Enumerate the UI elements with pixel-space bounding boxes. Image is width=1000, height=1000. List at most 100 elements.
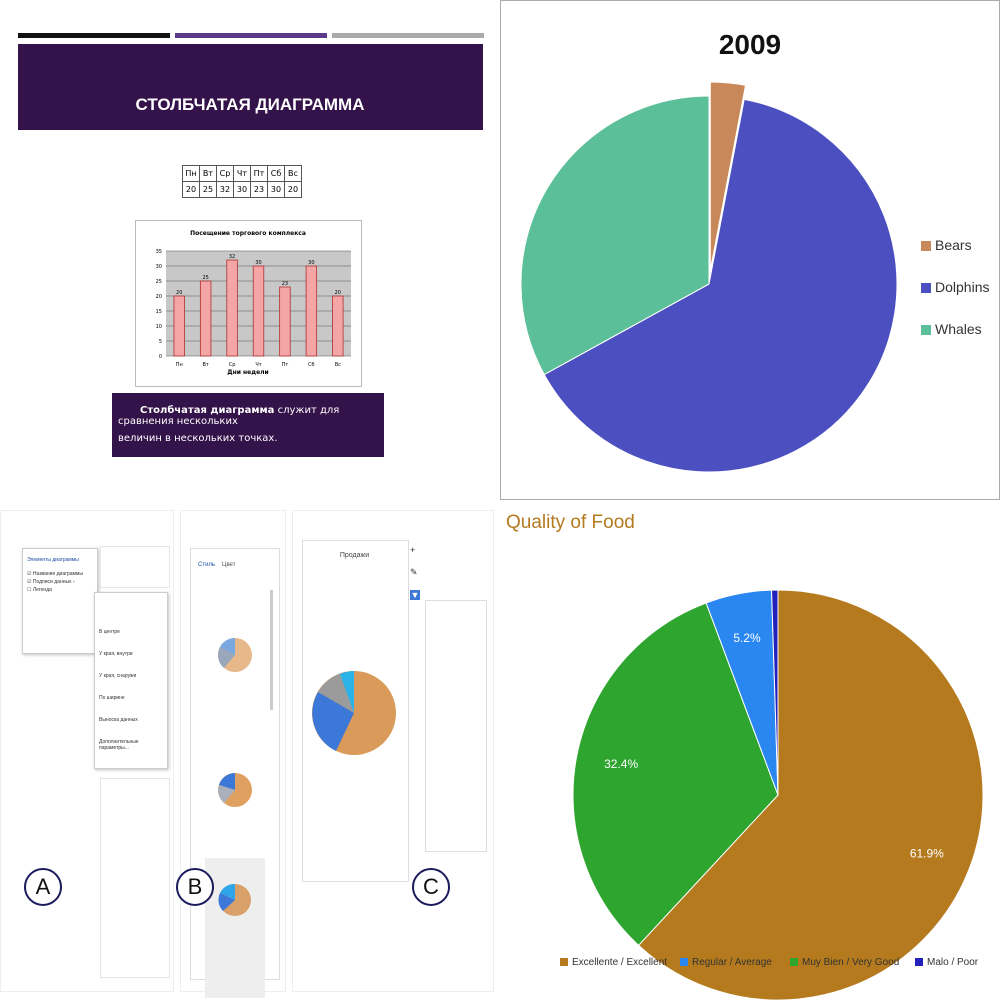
chart-buttons: + ✎ ▼	[410, 545, 420, 625]
table-cell: Чт	[233, 165, 251, 182]
x-tick-label: Пн	[176, 362, 183, 368]
table-cell: Сб	[267, 165, 285, 182]
menu-title: Элементы диаграммы	[27, 557, 79, 563]
label-b: B	[176, 868, 214, 906]
style-thumbnail[interactable]	[217, 638, 252, 672]
filter-icon[interactable]: ▼	[410, 590, 420, 600]
pie-chart-c	[312, 671, 396, 755]
legend-label: Excellente / Excellent	[572, 957, 668, 968]
bar-data-label: 23	[282, 281, 288, 287]
table-cell: 25	[199, 181, 217, 198]
menu-item[interactable]: ☑ Подписи данных ›	[27, 579, 75, 585]
screenshots-panel: Элементы диаграммы ☑ Название диаграммы …	[0, 500, 500, 1000]
bar	[173, 295, 185, 357]
y-tick-label: 25	[156, 279, 162, 285]
legend-item: Malo / Poor	[915, 957, 978, 968]
bar-data-label: 25	[202, 275, 208, 281]
legend-swatch	[921, 241, 931, 252]
table-cell: 20	[284, 181, 302, 198]
style-thumbnail[interactable]	[218, 773, 252, 807]
chart-placeholder-a2	[100, 778, 170, 978]
slide-panel: СТОЛБЧАТАЯ ДИАГРАММА Пн Вт Ср Чт Пт Сб В…	[0, 0, 500, 500]
tab-style[interactable]: Стиль	[198, 562, 216, 568]
x-tick-label: Чт	[255, 362, 261, 368]
legend-item: Excellente / Excellent	[560, 957, 667, 968]
table-cell: Пт	[250, 165, 268, 182]
style-thumbnails	[205, 638, 265, 998]
y-tick-label: 20	[156, 294, 162, 300]
brush-icon[interactable]: ✎	[410, 567, 418, 577]
legend-item: Whales	[921, 321, 982, 337]
pie-slice	[340, 671, 354, 713]
bar-chart-frame: Посещение торгового комплекса 0 5 10 15 20 25 3…	[135, 220, 362, 387]
pie-chart-quality: 61.9% 32.4% 5.2%	[572, 589, 984, 1000]
submenu-item[interactable]: У края, внутри	[99, 651, 133, 657]
pie-chart-2009	[520, 81, 898, 473]
accent-line-2	[175, 33, 327, 38]
bar-chart-title: Посещение торгового комплекса	[190, 230, 306, 237]
legend-swatch	[921, 325, 931, 336]
scrollbar[interactable]	[270, 590, 273, 710]
slide-title: СТОЛБЧАТАЯ ДИАГРАММА	[135, 95, 365, 114]
bar-data-label: 20	[335, 290, 341, 296]
bar-data-label: 30	[308, 260, 314, 266]
pie-slice	[572, 602, 779, 947]
add-element-icon[interactable]: +	[410, 545, 416, 555]
legend-item: Dolphins	[921, 279, 989, 295]
y-tick-label: 5	[159, 339, 162, 345]
legend-item: Regular / Average	[680, 957, 772, 968]
submenu-item[interactable]: По ширине	[99, 695, 125, 701]
pie-data-label: 61.9%	[910, 846, 944, 860]
legend-label: Muy Bien / Very Good	[802, 957, 900, 968]
legend-item: Bears	[921, 237, 972, 253]
y-tick-label: 35	[156, 249, 162, 255]
tab-color[interactable]: Цвет	[222, 562, 236, 568]
pie-panel-quality: Quality of Food 61.9% 32.4% 5.2% Excellent…	[500, 500, 1000, 1000]
bar	[252, 265, 265, 357]
menu-item-label: Подписи данных	[32, 579, 72, 585]
table-row-days: Пн Вт Ср Чт Пт Сб Вс	[182, 165, 302, 182]
bar-data-label: 20	[176, 290, 182, 296]
chart-c-title: Продажи	[339, 552, 370, 559]
bar	[279, 286, 291, 357]
pie-slice	[771, 589, 779, 796]
menu-item[interactable]: ☐ Легенда	[27, 587, 52, 593]
pie-title-2009: 2009	[718, 29, 782, 60]
pie-slice	[520, 95, 710, 376]
table-row-values: 20 25 32 30 23 30 20	[182, 181, 302, 198]
legend-label: Regular / Average	[692, 957, 772, 968]
title-banner	[18, 44, 483, 130]
x-axis-label: Дни недели	[227, 369, 269, 376]
submenu-item[interactable]: У края, снаружи	[99, 673, 137, 679]
data-table: Пн Вт Ср Чт Пт Сб Вс 20 25 32 30 23 30 2…	[182, 165, 302, 198]
selected-thumbnail[interactable]	[205, 858, 265, 998]
table-cell: Вс	[284, 165, 302, 182]
x-tick-label: Вт	[202, 362, 208, 368]
menu-item[interactable]: ☑ Название диаграммы	[27, 571, 83, 577]
table-cell: 20	[182, 181, 200, 198]
legend-swatch	[790, 958, 798, 967]
caption-bold: Столбчатая диаграмма	[140, 405, 275, 416]
table-cell: Ср	[216, 165, 234, 182]
pie-slice-group	[709, 81, 747, 271]
x-tick-label: Ср	[229, 362, 236, 368]
submenu-item[interactable]: Дополнительные параметры...	[99, 739, 139, 751]
pie-data-label: 5.2%	[733, 631, 761, 645]
x-tick-label: Вс	[335, 362, 341, 368]
legend-swatch	[680, 958, 688, 967]
chart-elements-menu: Элементы диаграммы ☑ Название диаграммы …	[22, 548, 98, 654]
pie-slice	[312, 692, 354, 751]
submenu-item[interactable]: В центре	[99, 629, 120, 635]
pie-slice	[637, 589, 984, 1000]
accent-line-3	[332, 33, 484, 38]
y-tick-label: 10	[156, 324, 162, 330]
legend-item: Muy Bien / Very Good	[790, 957, 899, 968]
bar-data-label: 30	[255, 260, 261, 266]
style-thumbnail[interactable]	[218, 883, 251, 916]
bar-chart: Посещение торгового комплекса 0 5 10 15 20 25 3…	[156, 230, 351, 376]
caption-line2: величин в нескольких точках.	[118, 433, 278, 444]
table-cell: 30	[267, 181, 285, 198]
submenu-item[interactable]: Выноска данных	[99, 717, 138, 723]
x-tick-label: Сб	[308, 362, 315, 368]
bar-data-label: 32	[229, 254, 235, 260]
